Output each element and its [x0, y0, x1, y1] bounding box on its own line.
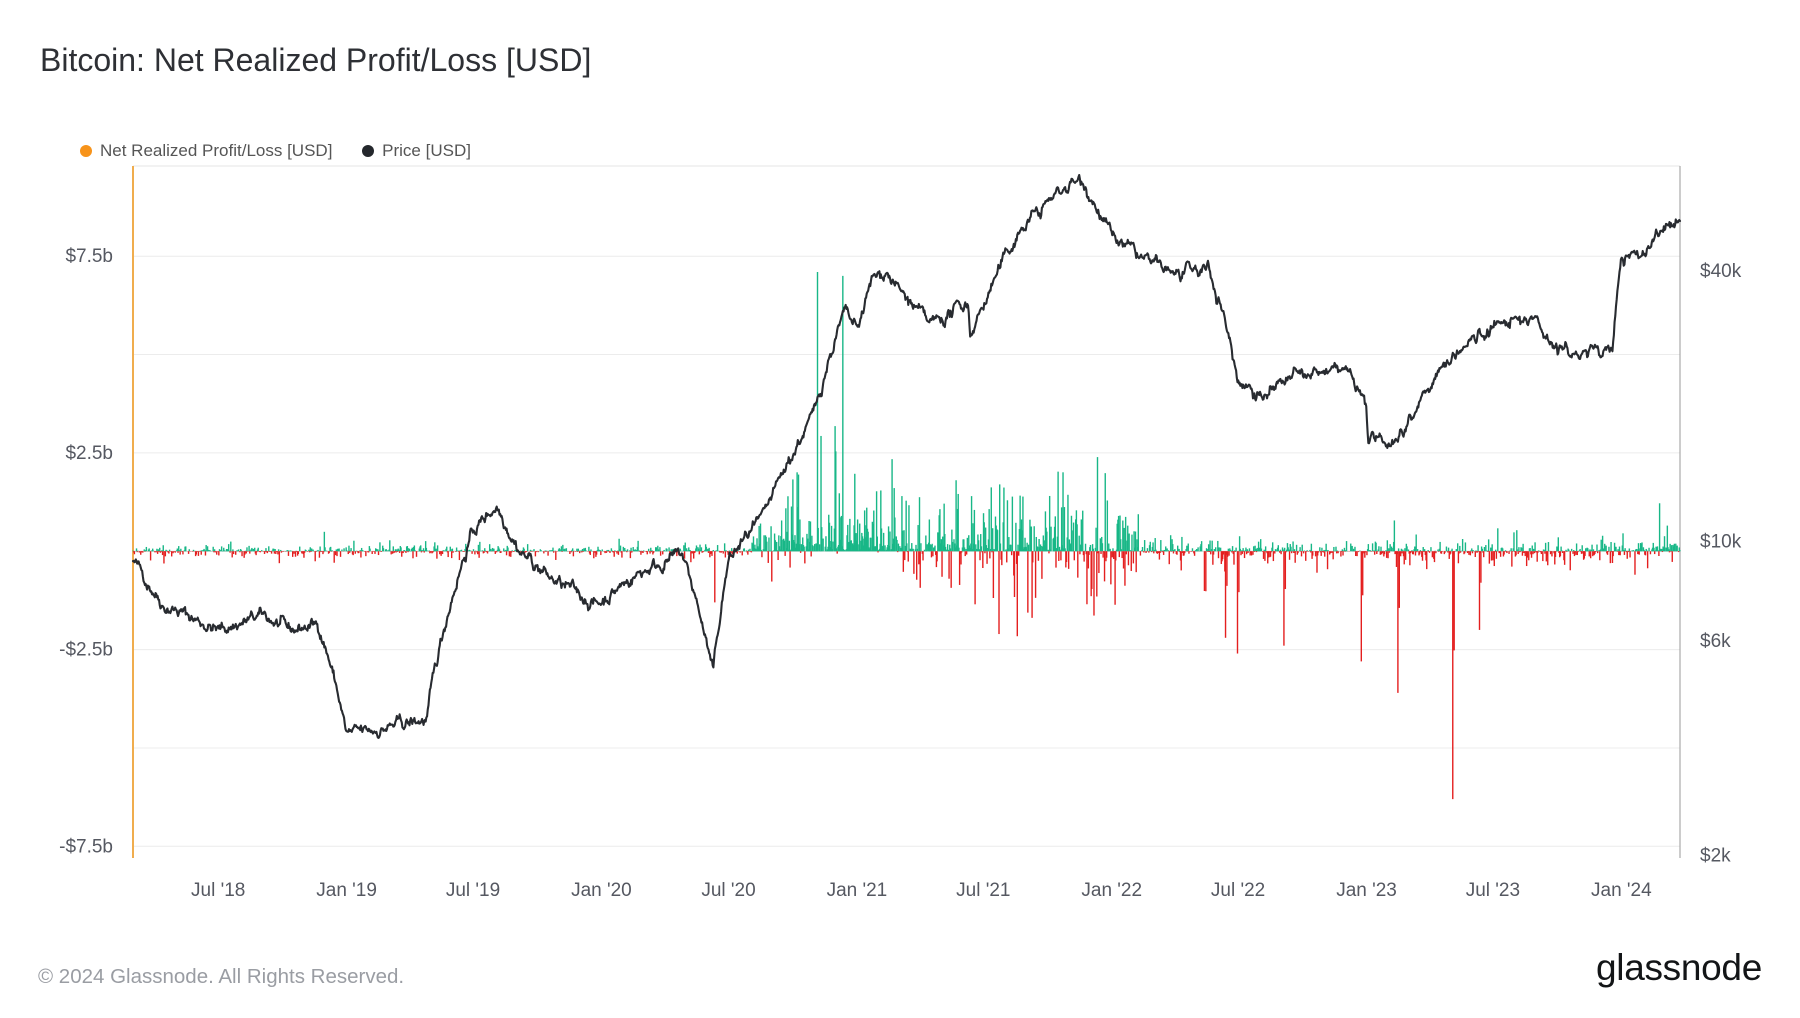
svg-text:Jan '22: Jan '22	[1081, 880, 1142, 901]
svg-text:-$7.5b: -$7.5b	[59, 836, 113, 857]
svg-text:Jul '19: Jul '19	[446, 880, 500, 901]
svg-text:Jan '19: Jan '19	[316, 880, 377, 901]
svg-text:Jan '24: Jan '24	[1591, 880, 1652, 901]
svg-text:Jul '22: Jul '22	[1211, 880, 1265, 901]
svg-text:$2k: $2k	[1700, 845, 1731, 866]
svg-text:Jul '18: Jul '18	[191, 880, 245, 901]
svg-text:$10k: $10k	[1700, 532, 1742, 553]
svg-text:$40k: $40k	[1700, 261, 1742, 282]
svg-text:$7.5b: $7.5b	[65, 246, 113, 267]
svg-text:Jan '23: Jan '23	[1336, 880, 1397, 901]
svg-text:Jan '21: Jan '21	[827, 880, 888, 901]
svg-text:Jul '23: Jul '23	[1466, 880, 1520, 901]
svg-text:$2.5b: $2.5b	[65, 443, 113, 464]
svg-text:Jul '21: Jul '21	[956, 880, 1010, 901]
svg-text:Jul '20: Jul '20	[701, 880, 755, 901]
svg-text:-$2.5b: -$2.5b	[59, 640, 113, 661]
svg-text:$6k: $6k	[1700, 631, 1731, 652]
svg-text:Jan '20: Jan '20	[571, 880, 632, 901]
